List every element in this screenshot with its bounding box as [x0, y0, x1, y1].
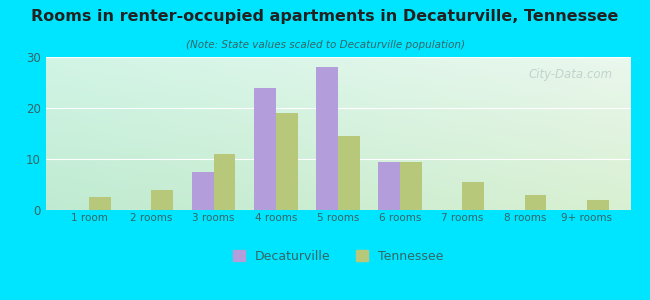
Text: Rooms in renter-occupied apartments in Decaturville, Tennessee: Rooms in renter-occupied apartments in D… [31, 9, 619, 24]
Bar [400, 161, 422, 210]
Bar [587, 200, 608, 210]
Bar [525, 195, 547, 210]
Bar [192, 172, 214, 210]
Text: City-Data.com: City-Data.com [529, 68, 613, 81]
Legend: Decaturville, Tennessee: Decaturville, Tennessee [227, 245, 448, 268]
Bar [276, 113, 298, 210]
Bar [316, 67, 338, 210]
Bar [214, 154, 235, 210]
Bar [378, 161, 400, 210]
Bar [254, 88, 276, 210]
Bar [462, 182, 484, 210]
Text: (Note: State values scaled to Decaturville population): (Note: State values scaled to Decaturvil… [185, 40, 465, 50]
Bar [151, 190, 173, 210]
Bar [338, 136, 360, 210]
Bar [89, 197, 111, 210]
